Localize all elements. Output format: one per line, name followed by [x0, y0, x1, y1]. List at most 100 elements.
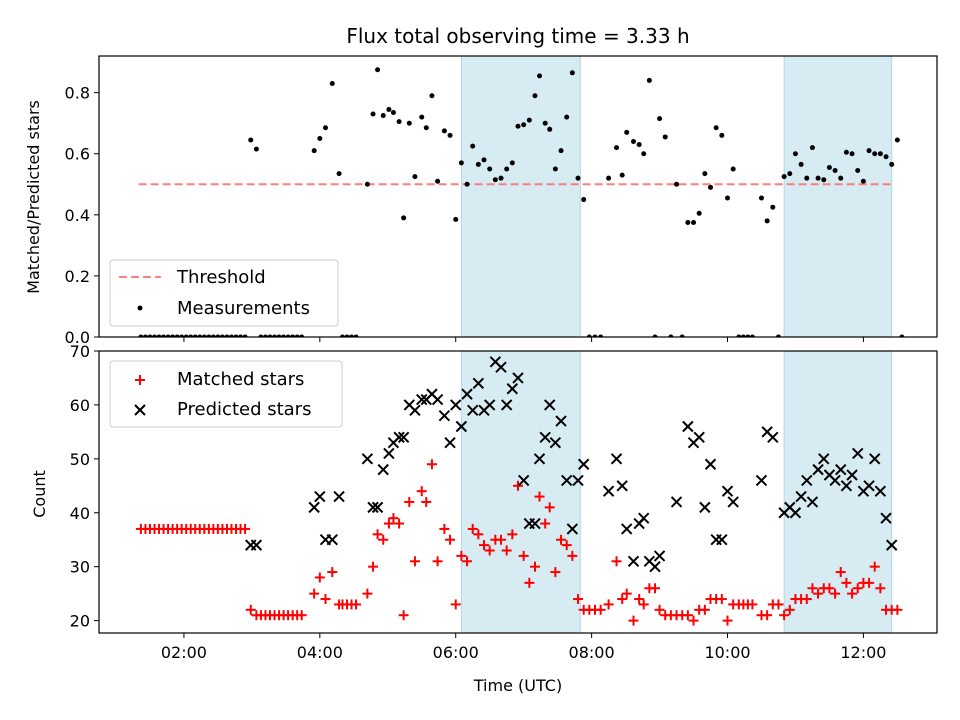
predicted-marker-b [627, 555, 640, 567]
x-tick-label: 04:00 [297, 643, 343, 662]
measurement-point [262, 334, 268, 337]
predicted-marker-b [784, 501, 796, 514]
measurement-point [349, 334, 355, 337]
predicted-star-point [409, 404, 421, 417]
predicted-star-point [455, 420, 468, 433]
measurement-point [242, 334, 248, 337]
measurement-point [396, 119, 402, 125]
predicted-star-point [495, 361, 507, 373]
predicted-marker-b [450, 399, 462, 411]
predicted-marker-b [649, 560, 661, 573]
matched-star-point [462, 556, 473, 567]
predicted-marker-b [539, 431, 551, 443]
measurement-point [725, 195, 730, 201]
measurement-point [412, 174, 418, 180]
measurement-point [646, 77, 652, 83]
measurement-point [233, 334, 239, 337]
predicted-star-point [566, 523, 579, 535]
matched-star-point [378, 534, 389, 545]
measurement-point [156, 334, 162, 337]
predicted-star-point [483, 399, 496, 411]
x-tick-label: 10:00 [704, 643, 750, 662]
matched-star-point [518, 550, 529, 561]
predicted-star-point [250, 539, 263, 551]
predicted-marker-b [416, 393, 428, 406]
predicted-marker-b [721, 485, 734, 497]
predicted-marker-b [789, 507, 802, 519]
measurement-point [679, 334, 685, 337]
ratio-ytick-label: 0.4 [65, 206, 90, 225]
measurement-point [447, 132, 453, 138]
predicted-marker-b [549, 436, 562, 449]
predicted-star-point [416, 393, 428, 406]
measurement-point [685, 219, 691, 225]
predicted-marker-b [489, 356, 502, 368]
predicted-star-point [795, 490, 807, 503]
matched-star-point [688, 615, 699, 626]
predicted-marker-b [361, 453, 374, 465]
measurement-point [453, 216, 459, 222]
matched-star-point [544, 502, 555, 513]
matched-star-point [456, 550, 467, 561]
matched-star-point [595, 604, 606, 615]
measurement-point [575, 175, 581, 181]
matched-star-point [327, 567, 338, 578]
measurement-point [370, 111, 376, 117]
x-tick-label: 02:00 [161, 643, 207, 662]
measurement-point [749, 334, 755, 337]
predicted-marker-b [806, 496, 819, 508]
measurement-point [838, 175, 844, 181]
measurement-point [458, 160, 464, 166]
measurement-point [619, 172, 625, 178]
predicted-marker-b [616, 480, 628, 492]
measurement-point [855, 168, 861, 174]
count-legend-box [109, 360, 343, 428]
matched-star-point [496, 534, 507, 545]
predicted-marker-b [653, 550, 666, 562]
measurement-point [339, 334, 345, 337]
predicted-marker-b [610, 453, 623, 465]
measurement-point [267, 334, 273, 337]
measurement-point [606, 175, 612, 181]
measurement-point [192, 334, 198, 337]
measurement-point [188, 334, 194, 337]
measurement-point [281, 334, 287, 337]
measurement-point [201, 334, 207, 337]
measurement-point [849, 151, 855, 157]
matched-star-point [650, 583, 661, 594]
matched-star-point [567, 550, 578, 561]
measurement-point [386, 106, 392, 112]
measurement-point [826, 164, 832, 170]
predicted-marker-b [544, 399, 556, 411]
measurement-point [441, 128, 447, 134]
predicted-marker-b [572, 474, 584, 487]
measurement-point [775, 334, 781, 337]
matched-star-point [830, 588, 841, 599]
matched-star-point [320, 594, 331, 605]
predicted-star-point [572, 474, 584, 487]
predicted-star-point [371, 501, 384, 514]
measurement-point [509, 160, 515, 166]
predicted-marker-b [461, 388, 473, 400]
matched-star-point [747, 599, 758, 610]
predicted-star-point [885, 539, 898, 551]
predicted-marker-b [308, 501, 320, 514]
predicted-star-point [367, 501, 379, 514]
predicted-marker-b [512, 372, 524, 384]
predicted-star-point [517, 474, 530, 487]
count-panel-frame [98, 350, 938, 634]
matched-star-point [841, 577, 852, 588]
x-tick-label: 06:00 [433, 643, 479, 662]
predicted-star-point [610, 453, 623, 465]
matched-star-point [534, 491, 545, 502]
predicted-star-point [361, 453, 374, 465]
measurement-point [197, 334, 203, 337]
predicted-star-point [549, 436, 562, 449]
measurement-point [532, 93, 538, 99]
measurement-point [521, 122, 527, 128]
matched-star-point [426, 459, 437, 470]
measurement-point [487, 166, 493, 172]
measurement-point [429, 93, 435, 99]
predicted-star-point [721, 485, 734, 497]
measurement-point [872, 151, 878, 157]
